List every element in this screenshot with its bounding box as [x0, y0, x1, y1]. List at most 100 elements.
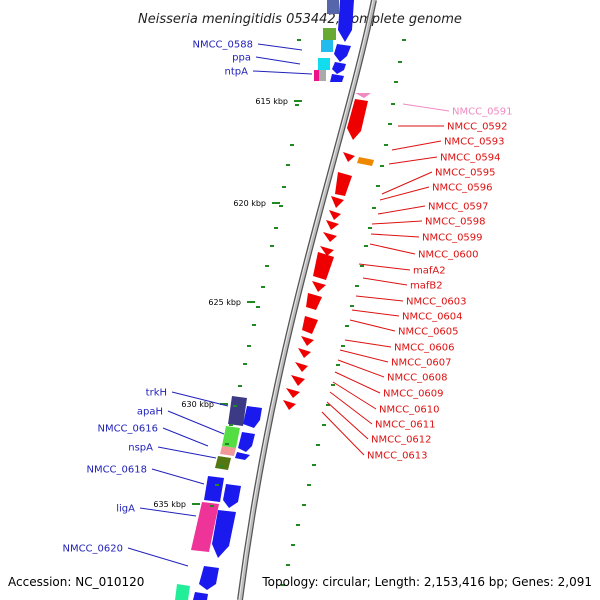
gene-label: NMCC_0611	[375, 420, 436, 431]
leader-line	[337, 359, 385, 378]
gene-label: NMCC_0599	[422, 233, 483, 244]
gene-block	[323, 28, 336, 40]
leader-line	[127, 547, 189, 567]
leader-line	[321, 411, 365, 456]
gene-arrow	[331, 196, 344, 208]
gene-label: NMCC_0607	[391, 358, 452, 369]
leader-line	[139, 507, 197, 517]
leader-line	[371, 220, 423, 225]
gene-block	[175, 584, 190, 600]
leader-line	[402, 103, 450, 112]
gene-arrow	[193, 592, 208, 600]
backbone	[237, 0, 377, 600]
gene-block	[318, 58, 330, 70]
gene-label: ligA	[116, 504, 135, 515]
leader-line	[255, 56, 301, 65]
kbp-label: 630 kbp	[181, 400, 214, 409]
leader-line	[362, 277, 408, 286]
leader-line	[157, 446, 217, 459]
gene-arrow	[283, 400, 296, 410]
gene-block	[319, 70, 326, 81]
gene-arrow	[313, 252, 334, 280]
leader-line	[332, 381, 377, 410]
gene-label: NMCC_0618	[86, 465, 147, 476]
leader-line	[377, 205, 426, 215]
gene-label: NMCC_0605	[398, 327, 459, 338]
leader-line	[355, 295, 404, 302]
gene-label: NMCC_0600	[418, 250, 479, 261]
gene-arrow	[199, 566, 219, 590]
gene-arrow	[302, 316, 318, 334]
gene-label: NMCC_0592	[447, 122, 508, 133]
gene-arrow	[298, 348, 311, 358]
gene-label: NMCC_0620	[62, 544, 123, 555]
gene-block	[220, 446, 236, 456]
gene-label: NMCC_0609	[383, 389, 444, 400]
gene-label: trkH	[146, 388, 167, 399]
leader-line	[369, 243, 416, 255]
gene-label: mafA2	[413, 266, 446, 277]
leader-line	[329, 391, 373, 425]
leader-line	[370, 233, 420, 238]
gene-arrow	[238, 432, 255, 452]
leader-line	[344, 339, 392, 348]
gene-label: NMCC_0596	[432, 183, 493, 194]
inner-scale-ticks	[210, 39, 301, 507]
leader-line	[391, 140, 442, 151]
gene-block	[204, 476, 224, 502]
gene-arrow	[223, 484, 241, 508]
gene-label: NMCC_0598	[425, 217, 486, 228]
leader-line	[339, 349, 389, 363]
gene-label: NMCC_0604	[402, 312, 463, 323]
gene-label: NMCC_0594	[440, 153, 501, 164]
gene-arrow	[343, 152, 355, 162]
leader-line	[151, 468, 205, 485]
reverse-genes	[283, 93, 374, 410]
outer-scale-ticks	[281, 39, 406, 586]
gene-arrow	[335, 172, 352, 196]
leader-line	[388, 156, 438, 165]
gene-label: NMCC_0606	[394, 343, 455, 354]
right-gene-labels: NMCC_0591 NMCC_0592 NMCC_0593 NMCC_0594 NMCC…	[321, 103, 513, 462]
kbp-label: 620 kbp	[233, 199, 266, 208]
gene-block	[191, 502, 219, 552]
leader-line	[257, 43, 303, 51]
gene-arrow	[212, 510, 236, 558]
gene-label: NMCC_0603	[406, 297, 467, 308]
leader-line	[351, 309, 400, 317]
gene-arrow	[326, 220, 339, 230]
leader-line	[171, 391, 229, 407]
gene-arrow	[355, 93, 371, 98]
gene-block	[321, 40, 333, 52]
gene-arrow	[301, 336, 314, 346]
gene-arrow	[291, 375, 305, 386]
gene-label: NMCC_0597	[428, 202, 489, 213]
gene-label: apaH	[137, 407, 163, 418]
gene-label: NMCC_0613	[367, 451, 428, 462]
gene-label: ntpA	[225, 67, 249, 78]
gene-label: NMCC_0608	[387, 373, 448, 384]
gene-label: NMCC_0616	[97, 424, 158, 435]
gene-block	[222, 426, 240, 448]
leader-line	[167, 410, 225, 435]
top-left-genes	[314, 0, 339, 81]
accession-text: Accession: NC_010120	[8, 575, 144, 589]
leader-line	[381, 171, 433, 195]
map-title: Neisseria meningitidis 053442, complete …	[138, 12, 462, 27]
gene-label: ppa	[232, 53, 251, 64]
gene-block	[327, 0, 339, 14]
gene-arrow	[338, 0, 354, 42]
gene-label: NMCC_0591	[452, 107, 513, 118]
gene-label: NMCC_0593	[444, 137, 505, 148]
top-forward-genes	[330, 0, 354, 82]
gene-arrow	[312, 281, 326, 292]
gene-arrow	[347, 99, 368, 140]
lower-forward-genes	[193, 406, 262, 600]
gene-arrow	[243, 406, 262, 428]
gene-arrow	[332, 62, 346, 74]
gene-arrow	[334, 44, 351, 62]
gene-arrow	[329, 210, 341, 220]
gene-arrow	[235, 452, 250, 460]
